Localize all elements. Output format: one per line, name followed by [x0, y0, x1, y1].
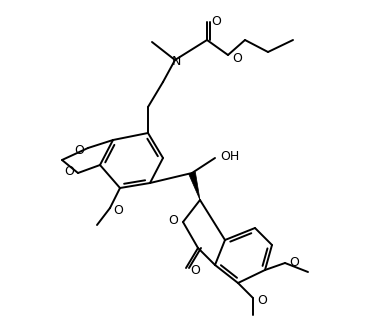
Text: O: O: [64, 165, 74, 177]
Text: O: O: [168, 214, 178, 227]
Text: O: O: [232, 51, 242, 64]
Text: O: O: [190, 264, 200, 277]
Text: O: O: [113, 203, 123, 216]
Text: O: O: [257, 294, 267, 307]
Text: OH: OH: [220, 150, 239, 163]
Polygon shape: [188, 172, 200, 200]
Text: O: O: [289, 257, 299, 270]
Text: N: N: [171, 54, 181, 67]
Text: O: O: [211, 14, 221, 27]
Text: O: O: [74, 144, 84, 157]
